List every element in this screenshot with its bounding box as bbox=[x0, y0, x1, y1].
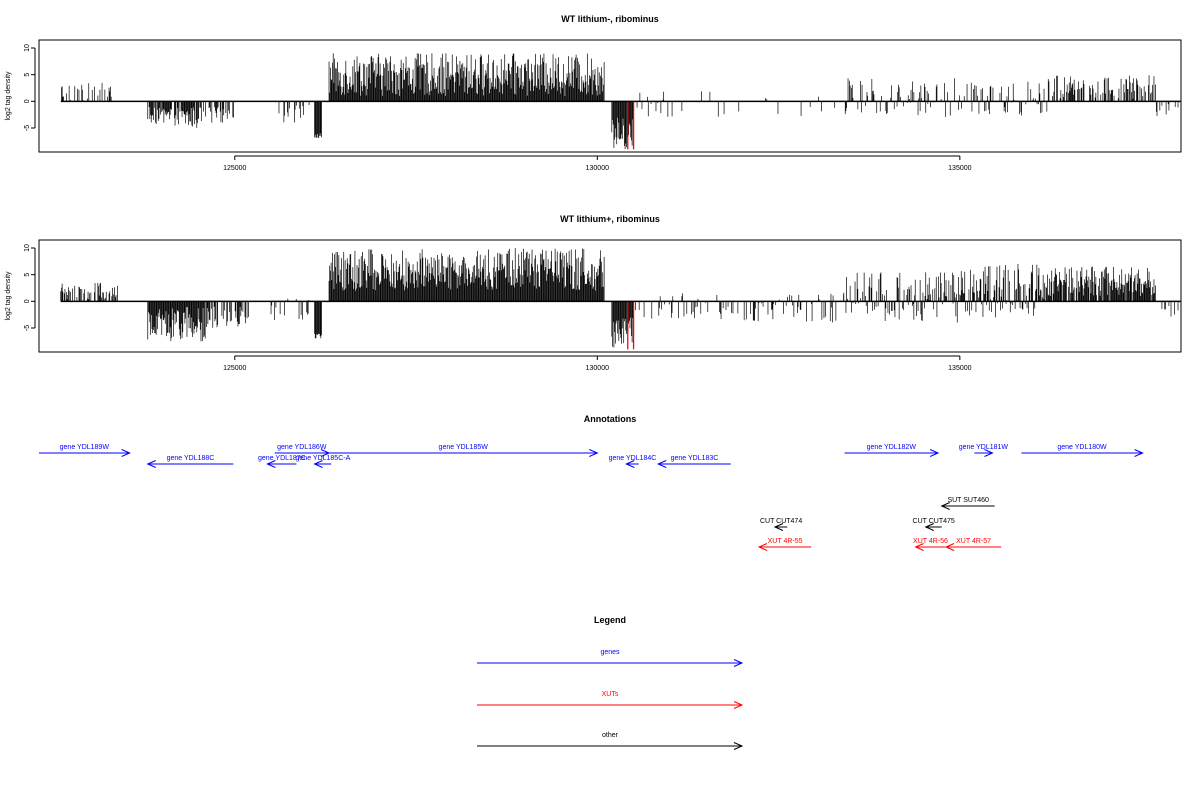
annotations-title: Annotations bbox=[584, 414, 637, 424]
annotation-arrow bbox=[39, 449, 131, 457]
annotation-arrow bbox=[974, 449, 994, 457]
y-tick-label: 10 bbox=[24, 244, 31, 252]
annotation-feature: gene YDL189W bbox=[39, 444, 131, 457]
chart-title: WT lithium-, ribominus bbox=[561, 14, 659, 24]
annotation-arrow bbox=[625, 460, 639, 468]
annotation-arrow bbox=[940, 502, 995, 510]
legend-entry: XUTs bbox=[477, 691, 744, 709]
y-tick-label: 5 bbox=[24, 273, 31, 277]
x-tick-label: 130000 bbox=[586, 365, 609, 372]
annotation-arrow bbox=[266, 460, 297, 468]
annotation-feature: gene YDL187C bbox=[258, 455, 306, 468]
annotation-feature: gene YDL188C bbox=[146, 455, 234, 468]
annotation-label: gene YDL182W bbox=[867, 444, 917, 451]
annotation-arrow bbox=[944, 543, 1002, 551]
annotation-arrow bbox=[146, 460, 234, 468]
legend-label: XUTs bbox=[602, 691, 619, 698]
y-tick-label: -5 bbox=[24, 325, 31, 331]
annotation-feature: gene YDL184C bbox=[609, 455, 657, 468]
annotation-label: XUT 4R-56 bbox=[913, 538, 948, 545]
annotation-arrow bbox=[773, 523, 788, 531]
y-tick-label: 10 bbox=[24, 44, 31, 52]
annotation-arrow bbox=[313, 460, 332, 468]
y-tick-label: 0 bbox=[24, 99, 31, 103]
annotation-label: gene YDL185W bbox=[439, 444, 489, 451]
legend-panel: Legend genes XUTs other bbox=[477, 615, 744, 750]
legend-entries: genes XUTs other bbox=[477, 649, 744, 750]
annotation-feature: gene YDL185C-A bbox=[296, 455, 351, 468]
y-tick-label: 5 bbox=[24, 73, 31, 77]
annotation-arrow bbox=[329, 449, 599, 457]
legend-title: Legend bbox=[594, 615, 626, 625]
annotation-arrow bbox=[924, 523, 942, 531]
annotation-feature: CUT CUT475 bbox=[913, 518, 955, 531]
annotation-feature: gene YDL183C bbox=[656, 455, 731, 468]
track-panel-lithium-minus: WT lithium-, ribominus log2 tag density … bbox=[5, 14, 1182, 172]
annotation-feature: XUT 4R-57 bbox=[944, 538, 1002, 551]
annotation-label: gene YDL185C-A bbox=[296, 455, 351, 462]
x-axis: 125000 130000 135000 bbox=[223, 155, 972, 172]
legend-label: genes bbox=[600, 649, 620, 656]
y-tick-label: -5 bbox=[24, 125, 31, 131]
legend-arrow bbox=[477, 701, 744, 709]
legend-entry: genes bbox=[477, 649, 744, 667]
x-tick-label: 125000 bbox=[223, 365, 246, 372]
annotations-panel: Annotations gene YDL189W gene YDL188C gene… bbox=[39, 414, 1144, 551]
annotation-feature: XUT 4R-56 bbox=[913, 538, 948, 551]
y-axis-label: log2 tag density bbox=[5, 271, 12, 321]
x-axis: 125000 130000 135000 bbox=[223, 355, 972, 372]
plot-frame bbox=[38, 39, 1182, 153]
annotation-label: XUT 4R-55 bbox=[768, 538, 803, 545]
annotation-label: gene YDL180W bbox=[1057, 444, 1107, 451]
chart-title: WT lithium+, ribominus bbox=[560, 214, 660, 224]
legend-label: other bbox=[602, 732, 619, 739]
x-tick-label: 135000 bbox=[948, 365, 971, 372]
y-axis-label: log2 tag density bbox=[5, 71, 12, 121]
annotation-arrow bbox=[1021, 449, 1144, 457]
annotation-label: gene YDL181W bbox=[959, 444, 1009, 451]
annotation-feature: XUT 4R-55 bbox=[757, 538, 812, 551]
annotation-label: gene YDL184C bbox=[609, 455, 657, 462]
annotation-label: CUT CUT475 bbox=[913, 518, 955, 525]
track-panel-lithium-plus: WT lithium+, ribominus log2 tag density … bbox=[5, 214, 1182, 372]
annotation-label: CUT CUT474 bbox=[760, 518, 802, 525]
annotation-feature: SUT SUT460 bbox=[940, 497, 995, 510]
annotation-arrow bbox=[844, 449, 940, 457]
annotation-feature: gene YDL180W bbox=[1021, 444, 1144, 457]
annotation-label: gene YDL186W bbox=[277, 444, 327, 451]
legend-arrow bbox=[477, 742, 744, 750]
annotation-arrow bbox=[914, 543, 946, 551]
y-axis: 10 5 0 -5 bbox=[24, 44, 36, 131]
legend-arrow bbox=[477, 659, 744, 667]
x-tick-label: 135000 bbox=[948, 165, 971, 172]
annotation-feature: gene YDL181W bbox=[959, 444, 1009, 457]
annotation-feature: gene YDL182W bbox=[844, 444, 940, 457]
plot-frame bbox=[38, 239, 1182, 353]
annotation-label: gene YDL183C bbox=[671, 455, 719, 462]
signal-bars bbox=[60, 53, 1181, 150]
signal-bars bbox=[60, 248, 1181, 350]
annotation-label: gene YDL188C bbox=[167, 455, 215, 462]
annotation-arrow bbox=[757, 543, 812, 551]
annotation-label: gene YDL189W bbox=[60, 444, 110, 451]
y-axis: 10 5 0 -5 bbox=[24, 244, 36, 331]
y-tick-label: 0 bbox=[24, 299, 31, 303]
x-tick-label: 130000 bbox=[586, 165, 609, 172]
annotation-label: XUT 4R-57 bbox=[956, 538, 991, 545]
annotation-feature: CUT CUT474 bbox=[760, 518, 802, 531]
annotation-feature: gene YDL185W bbox=[329, 444, 599, 457]
annotation-arrow bbox=[656, 460, 731, 468]
x-tick-label: 125000 bbox=[223, 165, 246, 172]
annotation-label: gene YDL187C bbox=[258, 455, 306, 462]
legend-entry: other bbox=[477, 732, 744, 750]
annotation-label: SUT SUT460 bbox=[947, 497, 989, 504]
